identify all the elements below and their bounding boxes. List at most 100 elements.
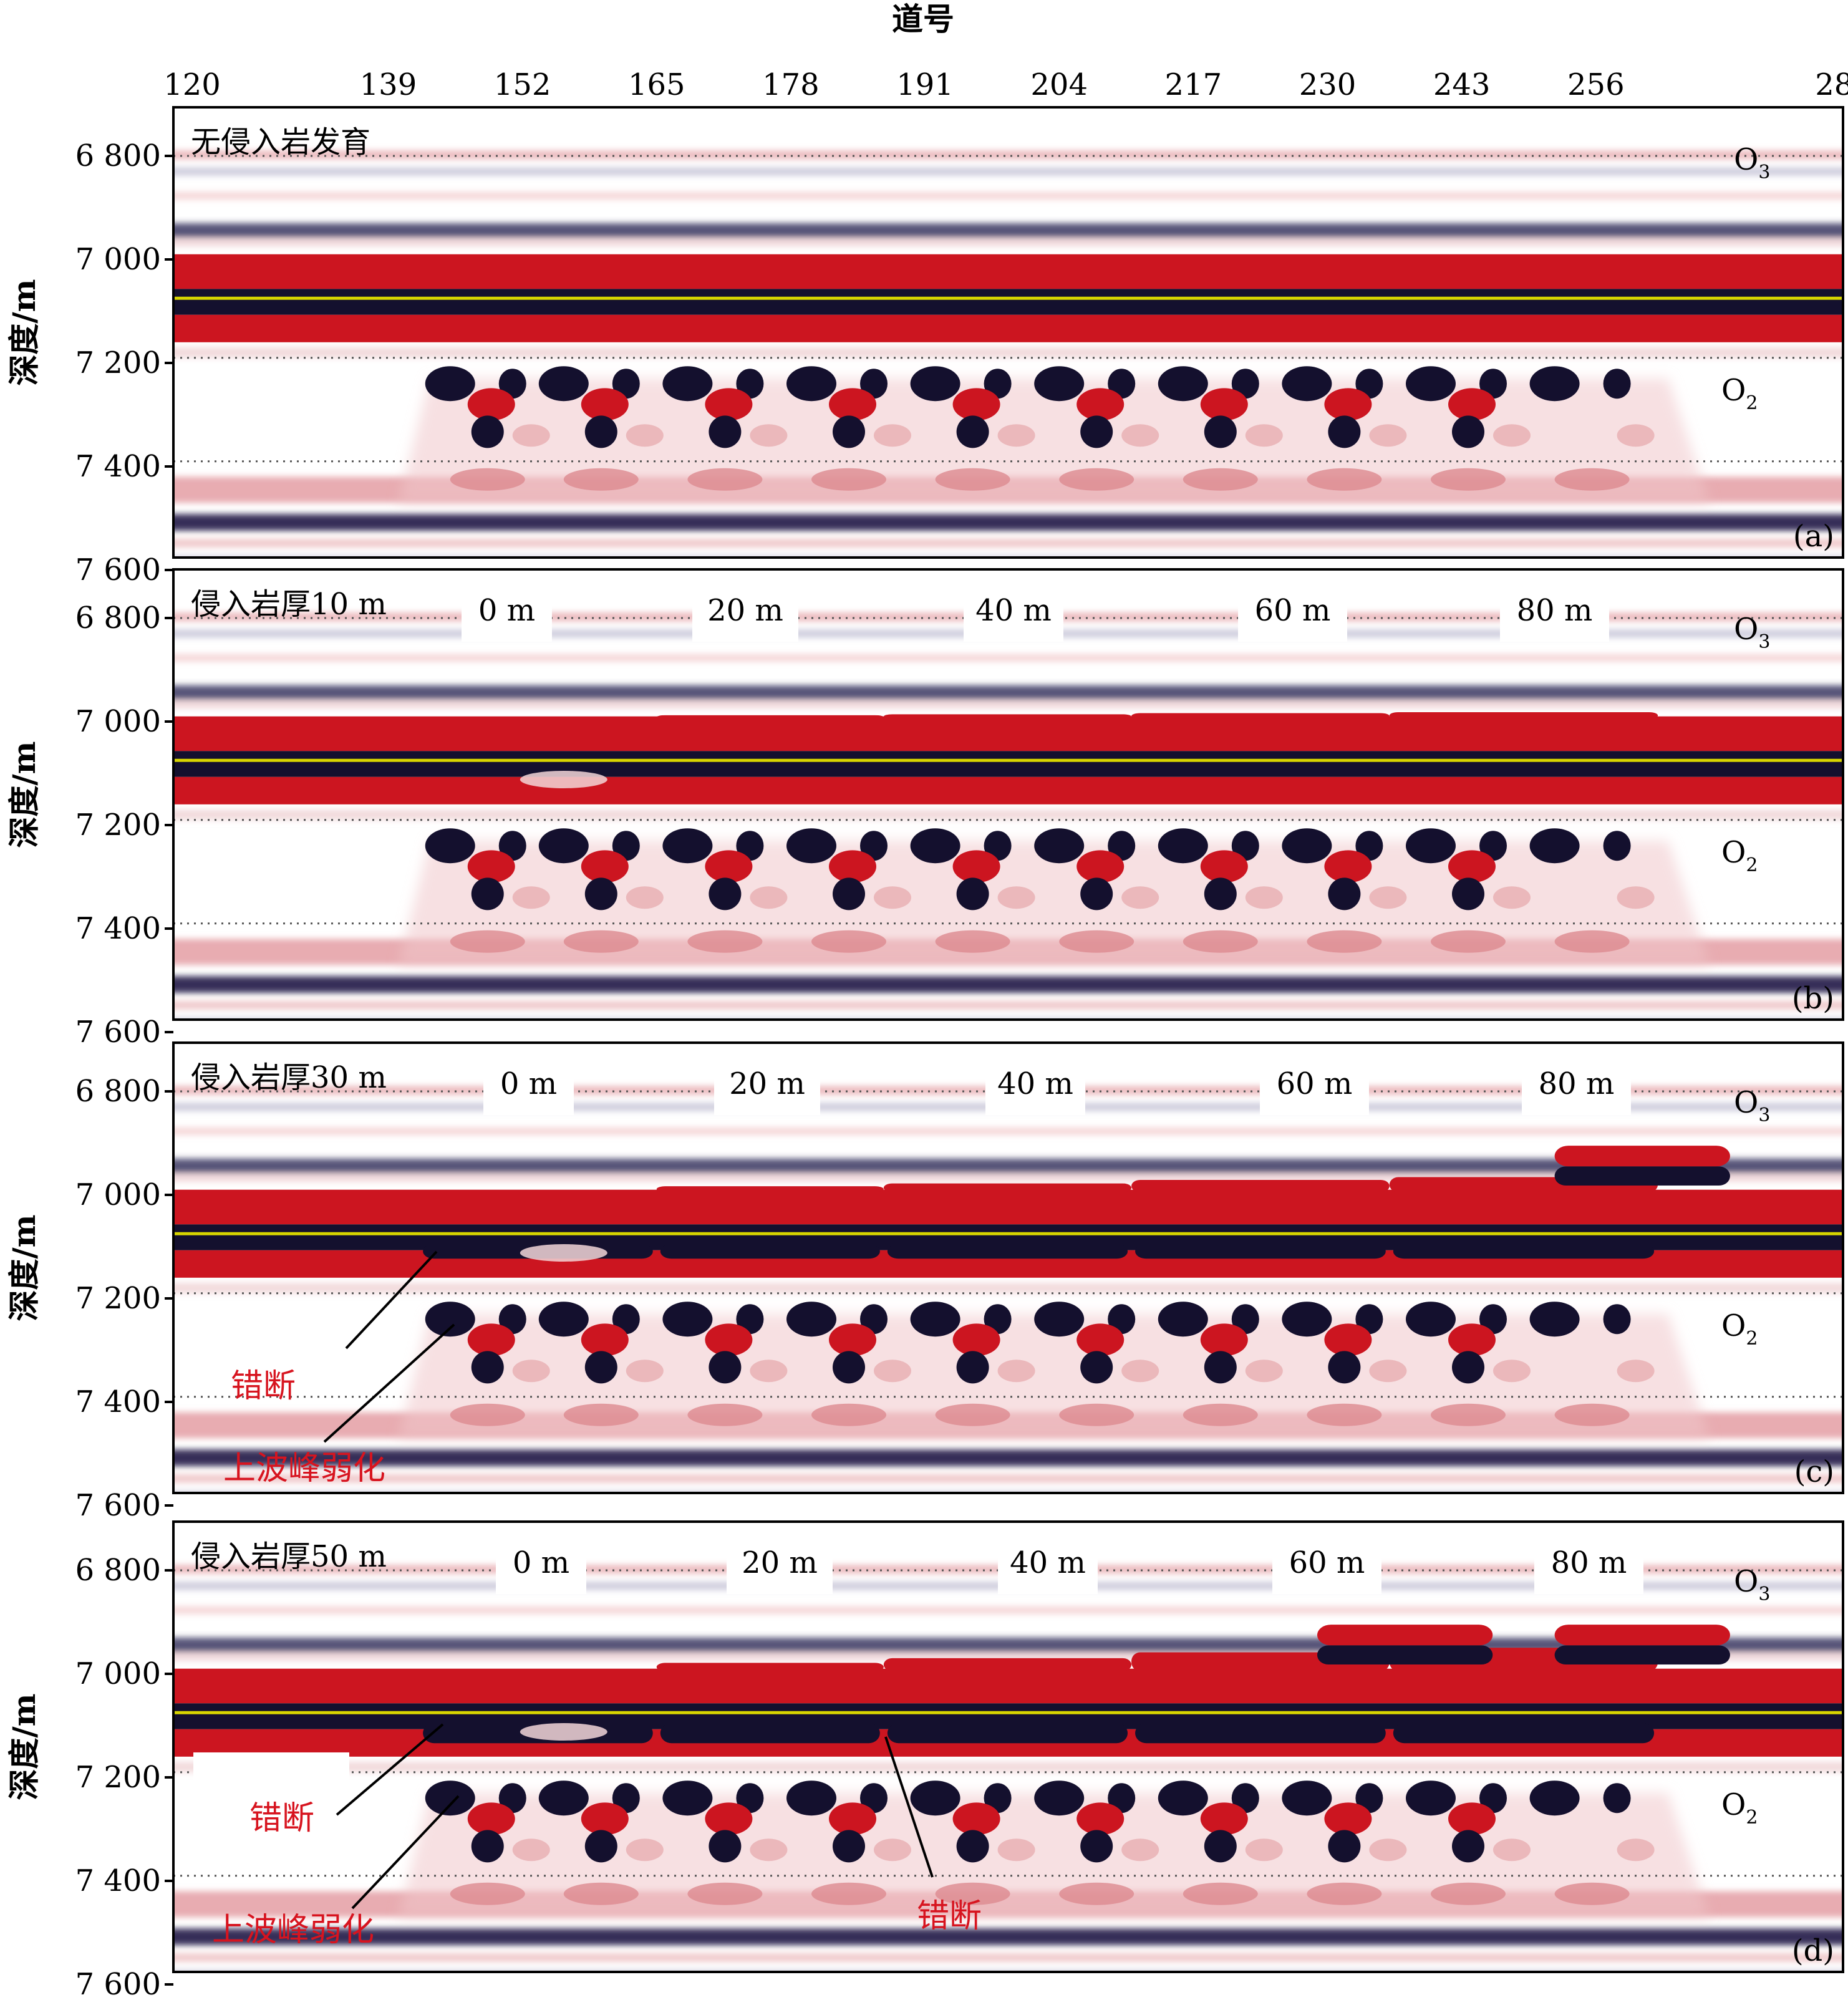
karst-peak-weak — [450, 1882, 525, 1905]
karst-peak-weak — [935, 930, 1010, 953]
karst-peak-weak — [750, 1838, 788, 1862]
karst-peak-weak — [1121, 1838, 1159, 1862]
karst-trough — [1034, 1780, 1085, 1816]
karst-peak — [705, 1802, 753, 1835]
karst-trough — [612, 1783, 640, 1814]
karst-peak-weak — [563, 1882, 639, 1905]
x-axis-title: 道号 — [892, 1, 954, 37]
karst-trough — [786, 1302, 836, 1337]
x-tick-label: 152 — [494, 67, 551, 102]
y-tick-label: 7 200 — [75, 808, 161, 843]
karst-trough — [1282, 366, 1332, 402]
offset-label: 0 m — [513, 1545, 569, 1580]
karst-peak — [1200, 1802, 1248, 1835]
uplifted-peak — [883, 1183, 1132, 1192]
karst-peak — [1448, 1802, 1496, 1835]
karst-peak — [829, 388, 876, 421]
offset-label: 80 m — [1539, 1066, 1615, 1101]
annotation-leader — [884, 1736, 934, 1878]
karst-peak — [1200, 388, 1248, 421]
reflection-band — [161, 1984, 1848, 1993]
offset-label-box — [1260, 1054, 1369, 1115]
karst-peak — [581, 1802, 629, 1835]
annotation-leader — [323, 1323, 455, 1443]
y-tick-label: 7 600 — [75, 1967, 161, 2000]
offset-label-box — [1534, 1533, 1643, 1594]
karst-peak-weak — [1121, 1360, 1159, 1383]
karst-trough — [1158, 1780, 1208, 1816]
y-tick-label: 6 800 — [75, 1553, 161, 1588]
karst-peak-weak — [450, 930, 525, 953]
karst-trough — [1479, 1783, 1507, 1814]
karst-peak-weak — [1431, 1882, 1506, 1905]
offset-label: 60 m — [1255, 593, 1331, 628]
annotation-fault: 错断 — [231, 1368, 296, 1405]
offset-label-box — [964, 581, 1063, 642]
karst-trough — [1452, 877, 1484, 911]
karst-peak — [829, 1323, 876, 1356]
karst-trough — [498, 369, 526, 399]
annotation-leader — [336, 1723, 444, 1816]
top-peak-band — [173, 254, 1843, 289]
karst-peak-weak — [450, 468, 525, 491]
karst-peak-weak — [1369, 886, 1407, 909]
karst-trough — [538, 828, 589, 864]
karst-peak-weak — [1183, 468, 1258, 491]
karst-peak-weak — [563, 468, 639, 491]
karst-trough — [584, 1351, 617, 1384]
sill-trough — [1393, 1722, 1655, 1744]
reflection-band — [161, 1032, 1848, 1040]
y-tick-label: 6 800 — [75, 138, 161, 173]
panel-title: 侵入岩厚10 m — [191, 587, 387, 622]
karst-trough — [498, 1783, 526, 1814]
karst-trough — [1452, 1830, 1484, 1863]
karst-peak — [1324, 850, 1372, 883]
intrusion-peak — [1554, 1625, 1730, 1646]
karst-peak-weak — [1245, 1838, 1283, 1862]
weakened-peak — [520, 1244, 607, 1262]
y-tick-label: 7 200 — [75, 1760, 161, 1795]
weakened-peak — [520, 770, 607, 788]
sill-trough — [1393, 1244, 1655, 1259]
karst-trough — [538, 366, 589, 402]
x-tick-label: 230 — [1299, 67, 1357, 102]
karst-trough — [1328, 877, 1361, 911]
karst-trough — [1204, 1351, 1237, 1384]
karst-trough — [1231, 369, 1259, 399]
trough-band — [173, 751, 1843, 777]
uplifted-peak — [656, 1663, 884, 1671]
panel-title: 无侵入岩发育 — [191, 125, 370, 160]
karst-peak-weak — [811, 468, 886, 491]
karst-trough — [1452, 415, 1484, 448]
annotation-fault: 错断 — [917, 1898, 982, 1935]
karst-trough — [1080, 1830, 1113, 1863]
formation-label-o3: O3 — [1734, 1085, 1770, 1126]
karst-trough — [662, 366, 713, 402]
karst-peak — [581, 1323, 629, 1356]
karst-peak — [952, 1802, 1000, 1835]
karst-peak-weak — [1245, 1360, 1283, 1383]
x-tick-labels: 120 139 152 165 178 191 204 217 230 243 256 280 — [163, 67, 1848, 102]
karst-trough — [786, 828, 836, 864]
karst-trough — [612, 831, 640, 861]
karst-trough — [984, 1304, 1012, 1335]
karst-peak-weak — [1307, 930, 1382, 953]
karst-trough — [910, 366, 960, 402]
karst-trough — [910, 1302, 960, 1337]
uplifted-peak — [1389, 712, 1658, 719]
karst-trough — [1529, 366, 1580, 402]
karst-trough — [498, 831, 526, 861]
annotation-leader — [351, 1795, 460, 1910]
offset-label: 20 m — [729, 1066, 805, 1101]
karst-peak — [467, 1323, 515, 1356]
annotation-fault: 错断 — [249, 1800, 314, 1837]
karst-peak-weak — [1183, 930, 1258, 953]
karst-trough — [471, 877, 504, 911]
karst-trough — [709, 877, 742, 911]
intrusion-peak — [1554, 1146, 1730, 1167]
karst-peak-weak — [1554, 1882, 1630, 1905]
offset-label-box — [985, 1054, 1085, 1115]
karst-peak — [581, 388, 629, 421]
